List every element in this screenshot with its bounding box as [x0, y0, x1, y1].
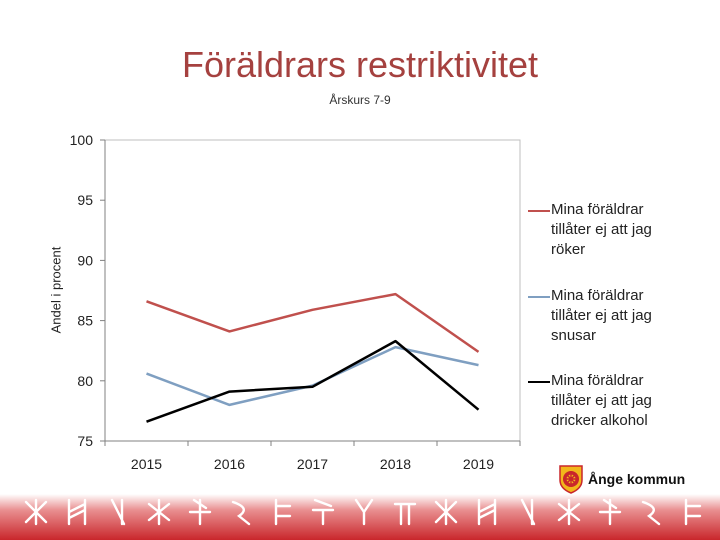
y-tick-label: 80: [77, 373, 93, 389]
legend-swatch-snus: [528, 296, 550, 298]
chart-subtitle: Årskurs 7-9: [329, 93, 391, 107]
rune-glyph: [274, 498, 292, 526]
rune-glyph: [641, 500, 661, 526]
y-axis-ticks: 75 80 85 90 95 100: [70, 132, 105, 449]
series-line-smoking: [146, 292, 480, 353]
y-tick-label: 75: [77, 433, 93, 449]
rune-glyph: [188, 498, 212, 526]
line-chart: 75 80 85 90 95 100 2015 2016 2017 2018 2019: [70, 132, 521, 472]
legend-label-snus: Mina föräldrar tillåter ej att jag snusa…: [551, 287, 652, 344]
rune-glyph: [24, 498, 48, 526]
rune-glyph: [434, 498, 458, 526]
legend-swatch-alcohol: [528, 381, 550, 383]
rune-glyph: [110, 498, 126, 526]
y-tick-label: 95: [77, 192, 93, 208]
x-tick-label: 2016: [214, 456, 245, 472]
rune-glyph: [393, 502, 417, 526]
rune-glyph: [684, 498, 702, 526]
legend-label-smoking: Mina föräldrar tillåter ej att jag röker: [551, 201, 652, 258]
y-tick-label: 100: [70, 132, 94, 148]
rune-glyph: [557, 498, 581, 526]
series-line-alcohol: [146, 339, 480, 423]
logo-text: Ånge kommun: [588, 471, 686, 487]
rune-glyph: [598, 498, 622, 526]
rune-glyph: [520, 498, 536, 526]
rune-glyph: [147, 498, 171, 526]
rune-glyph: [231, 500, 251, 526]
rune-glyph: [354, 498, 374, 526]
x-tick-label: 2017: [297, 456, 328, 472]
municipality-logo: Ånge kommun: [557, 462, 697, 498]
decorative-rune-banner: [0, 494, 720, 540]
ange-kommun-emblem-icon: [559, 465, 583, 494]
x-tick-label: 2018: [380, 456, 411, 472]
y-tick-label: 90: [77, 252, 93, 268]
x-axis-ticks: 2015 2016 2017 2018 2019: [104, 441, 521, 472]
series-line-snus: [146, 345, 479, 407]
x-tick-label: 2019: [463, 456, 494, 472]
series-lines: [146, 292, 480, 423]
x-tick-label: 2015: [131, 456, 162, 472]
rune-glyph: [311, 498, 335, 526]
legend-label-alcohol: Mina föräldrar tillåter ej att jag drick…: [551, 372, 652, 429]
plot-area-border: [104, 139, 521, 442]
plot-frame: [104, 139, 521, 442]
y-tick-label: 85: [77, 313, 93, 329]
legend-swatch-smoking: [528, 210, 550, 212]
rune-glyph: [477, 498, 497, 526]
rune-glyph: [67, 498, 87, 526]
chart-title: Föräldrars restriktivitet: [181, 44, 539, 85]
